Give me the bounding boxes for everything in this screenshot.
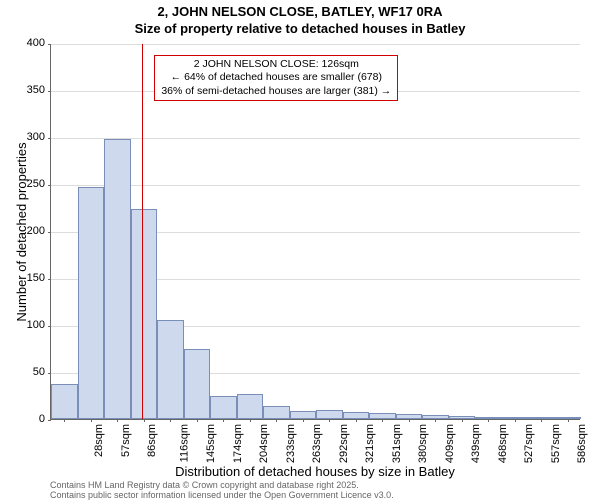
bar [210, 396, 237, 420]
bar [343, 412, 370, 419]
annotation-line: 2 JOHN NELSON CLOSE: 126sqm [161, 58, 391, 71]
y-tick [48, 44, 51, 45]
x-tick [409, 419, 410, 422]
x-tick [329, 419, 330, 422]
x-tick-label: 292sqm [338, 424, 350, 463]
marker-line [142, 44, 143, 419]
y-tick [48, 373, 51, 374]
x-tick-label: 557sqm [550, 424, 562, 463]
x-tick-label: 57sqm [120, 424, 132, 457]
x-tick [303, 419, 304, 422]
chart-title-2: Size of property relative to detached ho… [0, 21, 600, 36]
bar [51, 384, 78, 419]
x-tick [541, 419, 542, 422]
bar [104, 139, 131, 419]
x-tick [223, 419, 224, 422]
y-tick [48, 279, 51, 280]
y-tick-label: 250 [5, 178, 45, 190]
x-tick [356, 419, 357, 422]
x-tick [435, 419, 436, 422]
y-tick [48, 420, 51, 421]
annotation-line: 36% of semi-detached houses are larger (… [161, 85, 391, 98]
x-tick-label: 586sqm [576, 424, 588, 463]
y-tick [48, 185, 51, 186]
x-tick [170, 419, 171, 422]
x-tick [568, 419, 569, 422]
plot-area: 2 JOHN NELSON CLOSE: 126sqm← 64% of deta… [50, 44, 580, 420]
x-tick-label: 116sqm [178, 424, 190, 462]
y-tick [48, 138, 51, 139]
x-tick [515, 419, 516, 422]
x-tick-label: 468sqm [497, 424, 509, 463]
y-tick [48, 232, 51, 233]
x-tick-label: 233sqm [285, 424, 297, 463]
x-tick [382, 419, 383, 422]
bar [184, 349, 211, 420]
y-tick-label: 350 [5, 84, 45, 96]
bar [78, 187, 105, 419]
y-tick-label: 400 [5, 37, 45, 49]
x-tick-label: 527sqm [523, 424, 535, 463]
bar [237, 394, 264, 419]
x-tick [64, 419, 65, 422]
footnote-line-2: Contains public sector information licen… [50, 491, 394, 501]
gridline [51, 44, 580, 45]
y-tick-label: 200 [5, 225, 45, 237]
bar [263, 406, 290, 419]
x-tick [91, 419, 92, 422]
y-tick [48, 91, 51, 92]
y-tick-label: 150 [5, 272, 45, 284]
bar [290, 411, 317, 419]
x-tick-label: 86sqm [146, 424, 158, 457]
x-tick-label: 321sqm [364, 424, 376, 463]
x-tick-label: 351sqm [391, 424, 403, 463]
bar [131, 209, 158, 419]
bar [157, 320, 184, 419]
x-tick-label: 439sqm [470, 424, 482, 463]
x-axis-title: Distribution of detached houses by size … [50, 464, 580, 479]
x-tick-label: 174sqm [232, 424, 244, 463]
x-tick-label: 380sqm [417, 424, 429, 463]
x-tick [250, 419, 251, 422]
x-tick [197, 419, 198, 422]
y-tick [48, 326, 51, 327]
chart-container: 2, JOHN NELSON CLOSE, BATLEY, WF17 0RA S… [0, 0, 600, 500]
chart-title-1: 2, JOHN NELSON CLOSE, BATLEY, WF17 0RA [0, 4, 600, 19]
x-tick-label: 28sqm [93, 424, 105, 457]
y-tick-label: 50 [5, 366, 45, 378]
x-tick-label: 409sqm [444, 424, 456, 463]
x-tick [488, 419, 489, 422]
footnote: Contains HM Land Registry data © Crown c… [50, 481, 394, 501]
x-tick-label: 145sqm [205, 424, 217, 463]
x-tick [276, 419, 277, 422]
y-tick-label: 100 [5, 319, 45, 331]
annotation-line: ← 64% of detached houses are smaller (67… [161, 71, 391, 84]
y-tick-label: 300 [5, 131, 45, 143]
x-tick [144, 419, 145, 422]
x-tick [117, 419, 118, 422]
x-tick [462, 419, 463, 422]
x-tick-label: 204sqm [258, 424, 270, 463]
x-tick-label: 263sqm [311, 424, 323, 463]
bar [316, 410, 343, 419]
annotation-box: 2 JOHN NELSON CLOSE: 126sqm← 64% of deta… [154, 55, 398, 100]
y-tick-label: 0 [5, 413, 45, 425]
